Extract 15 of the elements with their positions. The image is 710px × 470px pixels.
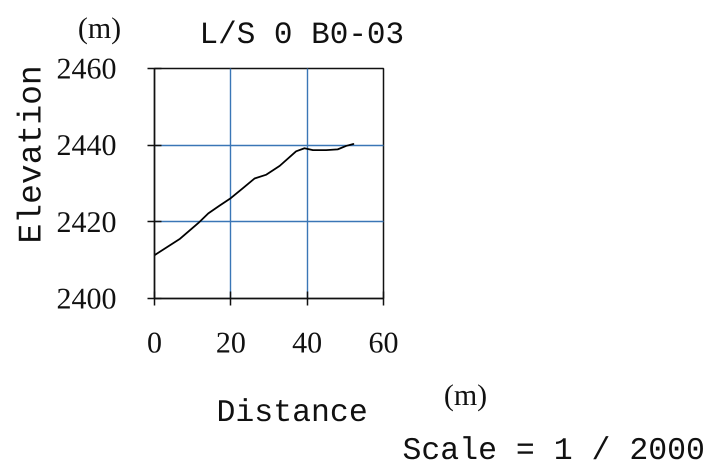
x-tick-label: 40 bbox=[292, 326, 322, 360]
chart-title: L/S 0 B0-03 bbox=[200, 18, 404, 53]
x-axis-title: Distance bbox=[216, 396, 368, 431]
y-tick-label: 2400 bbox=[56, 282, 116, 316]
text: (m) bbox=[78, 12, 122, 45]
y-tick-label: 2460 bbox=[56, 52, 116, 86]
text: Scale = 1 / 2000 bbox=[402, 434, 705, 469]
x-tick-label: 60 bbox=[368, 326, 398, 360]
x-tick-label: 0 bbox=[147, 326, 162, 360]
y-tick-label: 2440 bbox=[56, 129, 116, 162]
text: (m) bbox=[444, 379, 488, 412]
x-tick-label: 20 bbox=[216, 326, 246, 360]
y-axis-title: Elevation bbox=[14, 65, 50, 244]
line-series bbox=[154, 143, 354, 256]
y-tick-label: 2420 bbox=[56, 206, 116, 239]
